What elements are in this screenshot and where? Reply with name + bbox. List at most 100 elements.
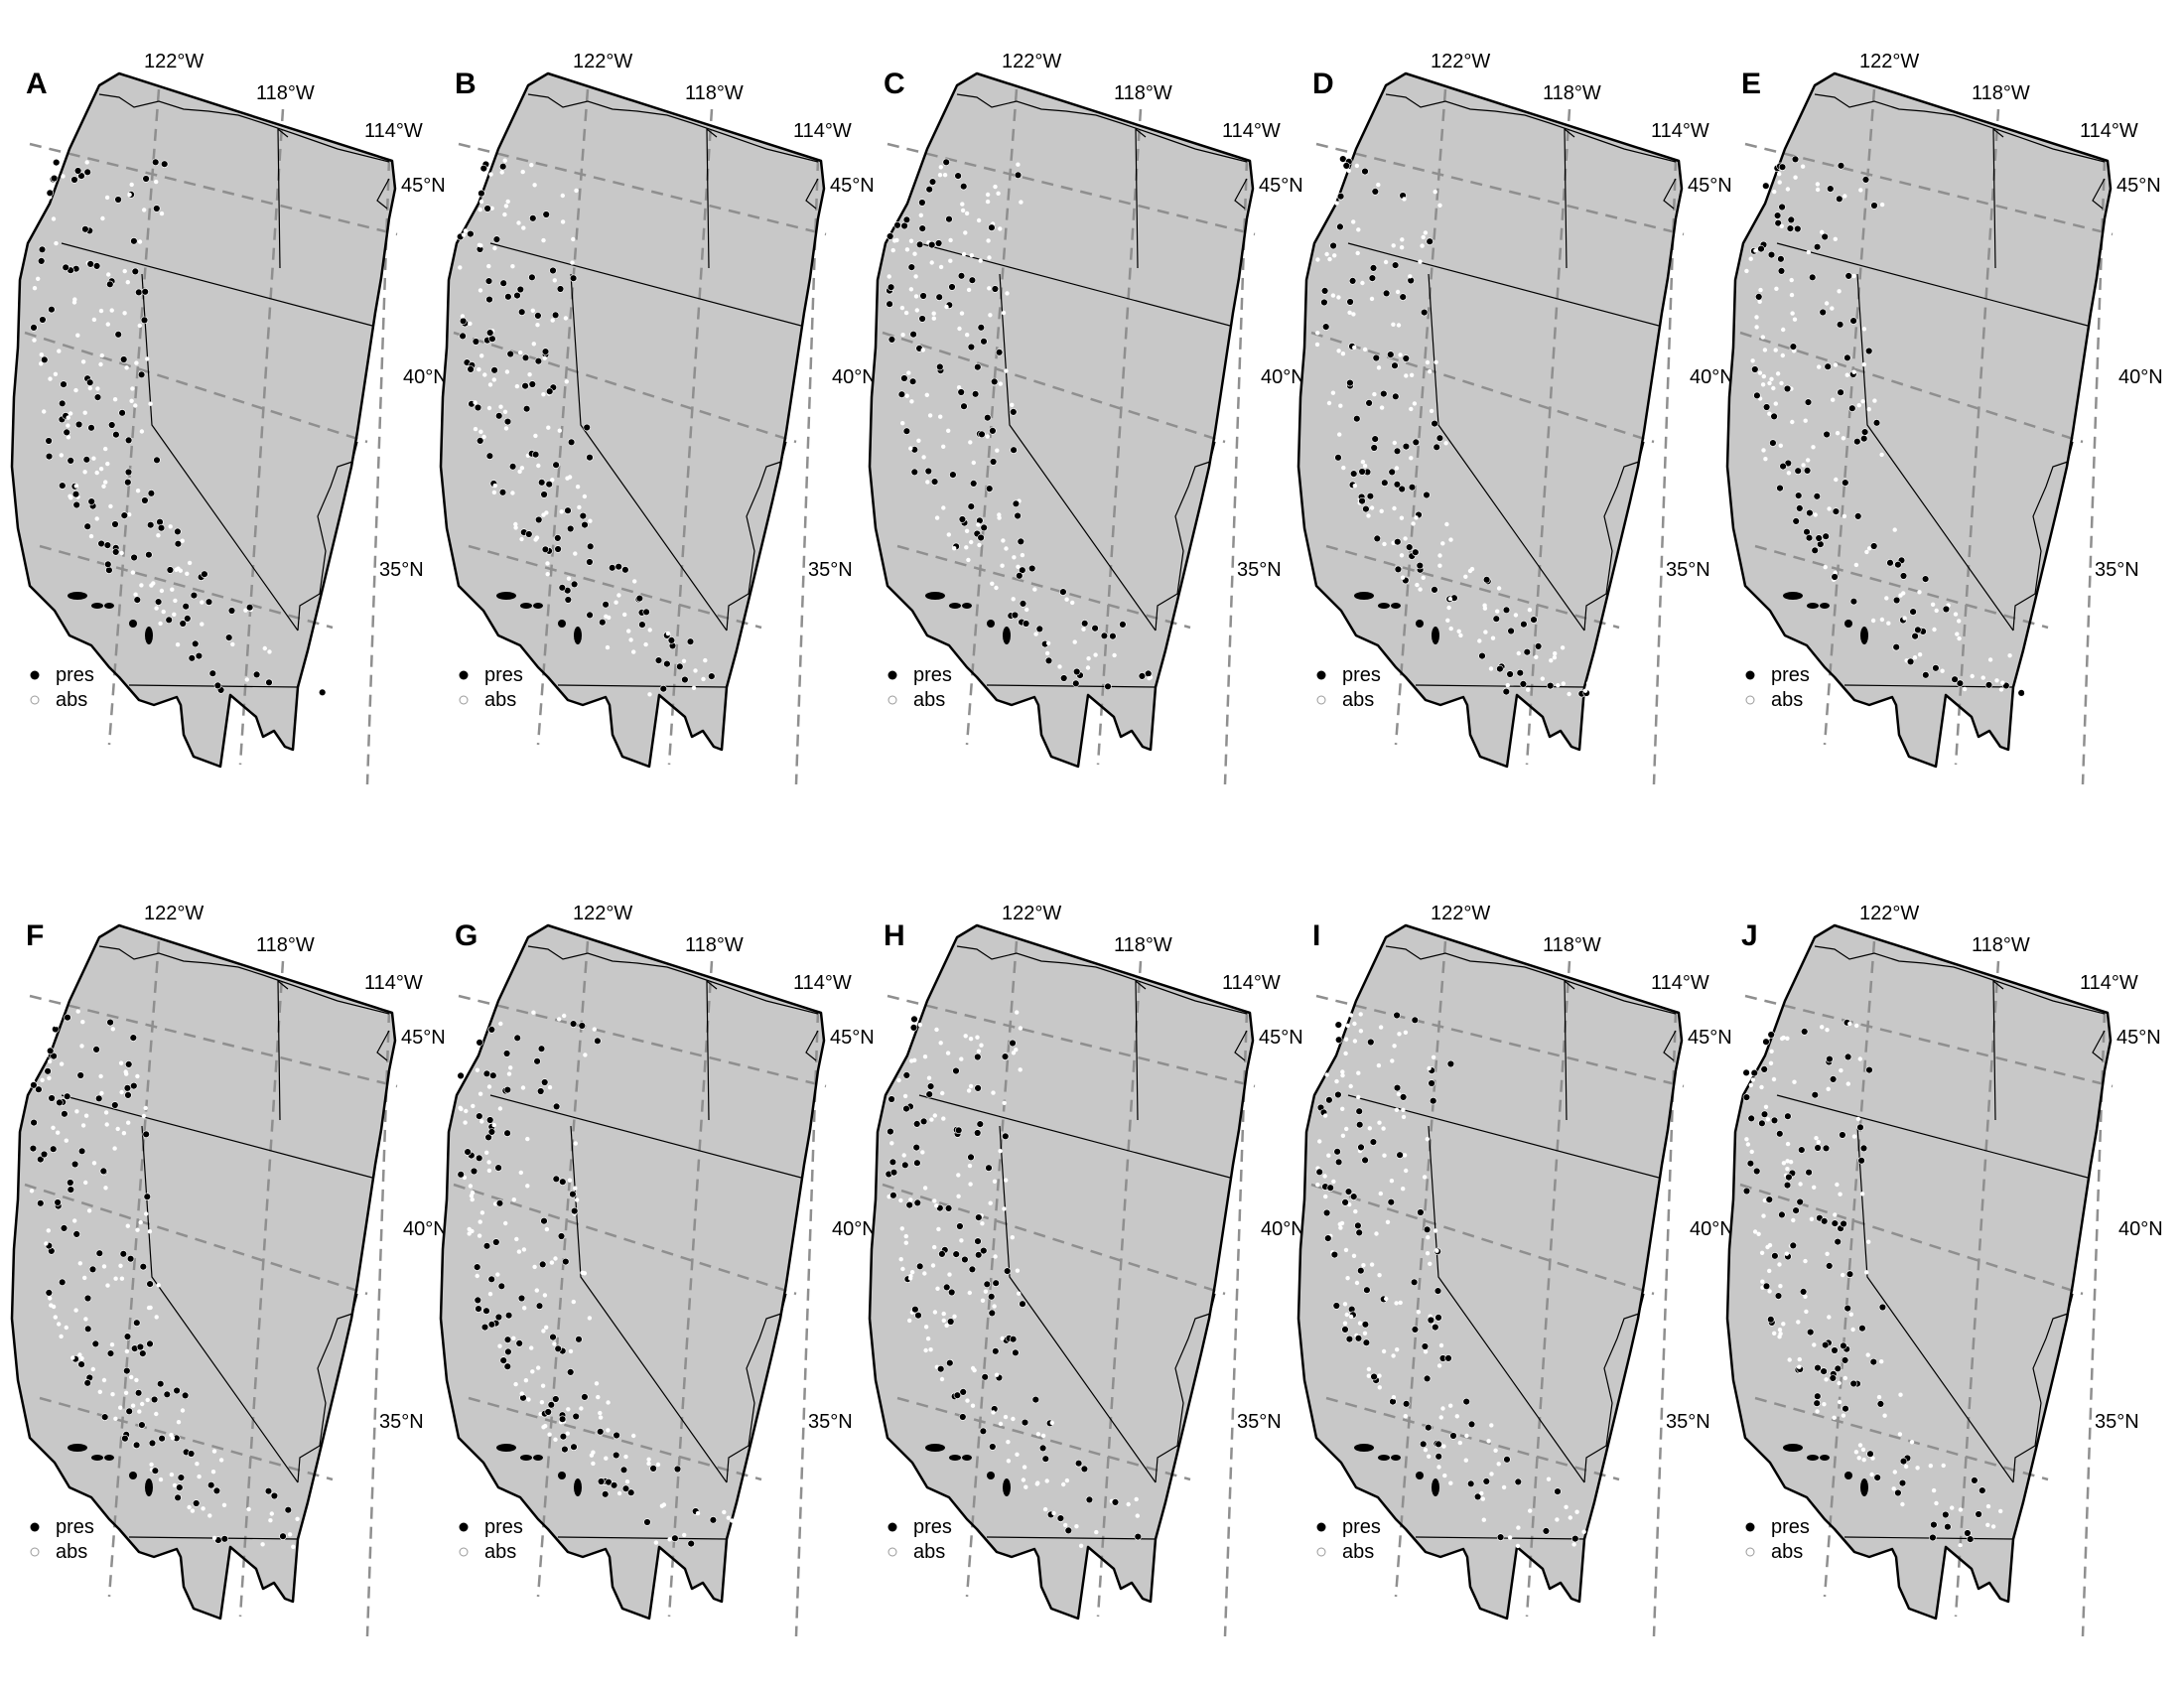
absence-point <box>1094 1529 1099 1535</box>
absence-point <box>519 466 525 471</box>
absence-point <box>138 1219 143 1225</box>
absence-point <box>529 163 534 168</box>
presence-point <box>597 1477 606 1485</box>
absence-point <box>929 1117 934 1122</box>
presence-point <box>131 267 140 276</box>
presence-point <box>67 457 74 465</box>
absence-point <box>920 348 925 352</box>
absence-point <box>1790 311 1795 316</box>
state-boundary <box>98 945 390 1015</box>
absence-point <box>1391 1353 1396 1358</box>
legend-presence-symbol <box>1316 1522 1326 1532</box>
absence-point <box>722 1509 727 1515</box>
presence-point <box>35 1085 43 1093</box>
state-boundary <box>2092 1030 2106 1061</box>
presence-point <box>958 515 967 523</box>
legend-absence-symbol <box>887 695 897 705</box>
absence-point <box>2033 1544 2039 1550</box>
presence-point <box>1421 308 1429 317</box>
latitude-label: 45°N <box>1259 1027 1303 1049</box>
presence-point <box>52 158 61 167</box>
presence-point <box>959 1388 967 1396</box>
absence-point <box>1884 596 1889 601</box>
absence-point <box>1340 1133 1346 1138</box>
absence-point <box>1372 391 1377 397</box>
land-area <box>870 925 1253 1618</box>
absence-point <box>1767 380 1772 386</box>
absence-point <box>1772 1331 1777 1336</box>
absence-point <box>691 685 697 690</box>
absence-point <box>998 381 1003 386</box>
presence-point <box>1571 1534 1579 1543</box>
presence-point <box>1059 588 1067 596</box>
presence-point <box>1956 679 1965 687</box>
presence-point <box>506 350 514 358</box>
absence-point <box>1486 1439 1491 1444</box>
presence-point <box>968 1265 977 1274</box>
presence-point <box>992 1279 1000 1287</box>
absence-point <box>1456 629 1461 633</box>
absence-point <box>1147 675 1152 681</box>
absence-point <box>1421 234 1426 240</box>
absence-point <box>682 1532 687 1538</box>
absence-point <box>80 1020 85 1025</box>
presence-point <box>988 1309 997 1318</box>
state-boundary <box>999 273 1157 632</box>
absence-point <box>1438 1342 1444 1348</box>
absence-point <box>1900 1501 1905 1507</box>
absence-point <box>521 1247 527 1252</box>
absence-point <box>1416 1310 1422 1315</box>
presence-point <box>123 1084 132 1092</box>
panel-letter: B <box>455 68 477 100</box>
presence-point <box>556 285 565 293</box>
presence-point <box>1091 624 1099 633</box>
presence-point <box>887 1127 894 1136</box>
longitude-label: 118°W <box>1543 82 1601 104</box>
absence-point <box>1866 407 1871 412</box>
presence-point <box>83 1325 92 1333</box>
state-boundary <box>489 1094 802 1179</box>
absence-point <box>1463 1458 1468 1463</box>
presence-point <box>1796 504 1804 512</box>
presence-point <box>976 1120 985 1128</box>
presence-point <box>118 409 126 417</box>
presence-point <box>667 636 676 644</box>
presence-point <box>1334 454 1342 462</box>
presence-point <box>1391 361 1399 369</box>
absence-point <box>975 1035 980 1040</box>
absence-point <box>486 1160 491 1165</box>
absence-point <box>1002 1206 1007 1211</box>
absence-point <box>1338 165 1344 170</box>
legend-absence-label: abs <box>484 689 517 711</box>
absence-point <box>477 1233 482 1238</box>
absence-point <box>1409 406 1414 412</box>
presence-point <box>508 463 517 471</box>
presence-point <box>467 365 475 373</box>
presence-point <box>474 1296 481 1305</box>
absence-point <box>1378 1191 1383 1196</box>
state-boundary <box>1135 979 1147 1121</box>
absence-point <box>985 199 991 205</box>
presence-point <box>492 235 501 243</box>
absence-point <box>1806 458 1811 463</box>
absence-point <box>946 428 951 433</box>
absence-point <box>1448 1480 1453 1485</box>
absence-point <box>1356 227 1361 232</box>
latitude-label: 35°N <box>808 559 853 581</box>
presence-point <box>1815 534 1823 542</box>
absence-point <box>135 1073 140 1079</box>
absence-point <box>596 1394 601 1400</box>
presence-point <box>174 1493 182 1501</box>
presence-point <box>142 1130 150 1139</box>
latitude-label: 45°N <box>401 1027 446 1049</box>
absence-point <box>1024 1484 1028 1489</box>
presence-point <box>1014 511 1022 520</box>
state-boundary <box>986 684 1157 688</box>
presence-point <box>1856 1123 1864 1132</box>
land-area <box>870 73 1253 767</box>
presence-point <box>502 1050 511 1057</box>
presence-point <box>30 1118 38 1127</box>
absence-point <box>1493 1448 1498 1453</box>
presence-point <box>1747 1114 1755 1123</box>
presence-point <box>193 1499 201 1507</box>
